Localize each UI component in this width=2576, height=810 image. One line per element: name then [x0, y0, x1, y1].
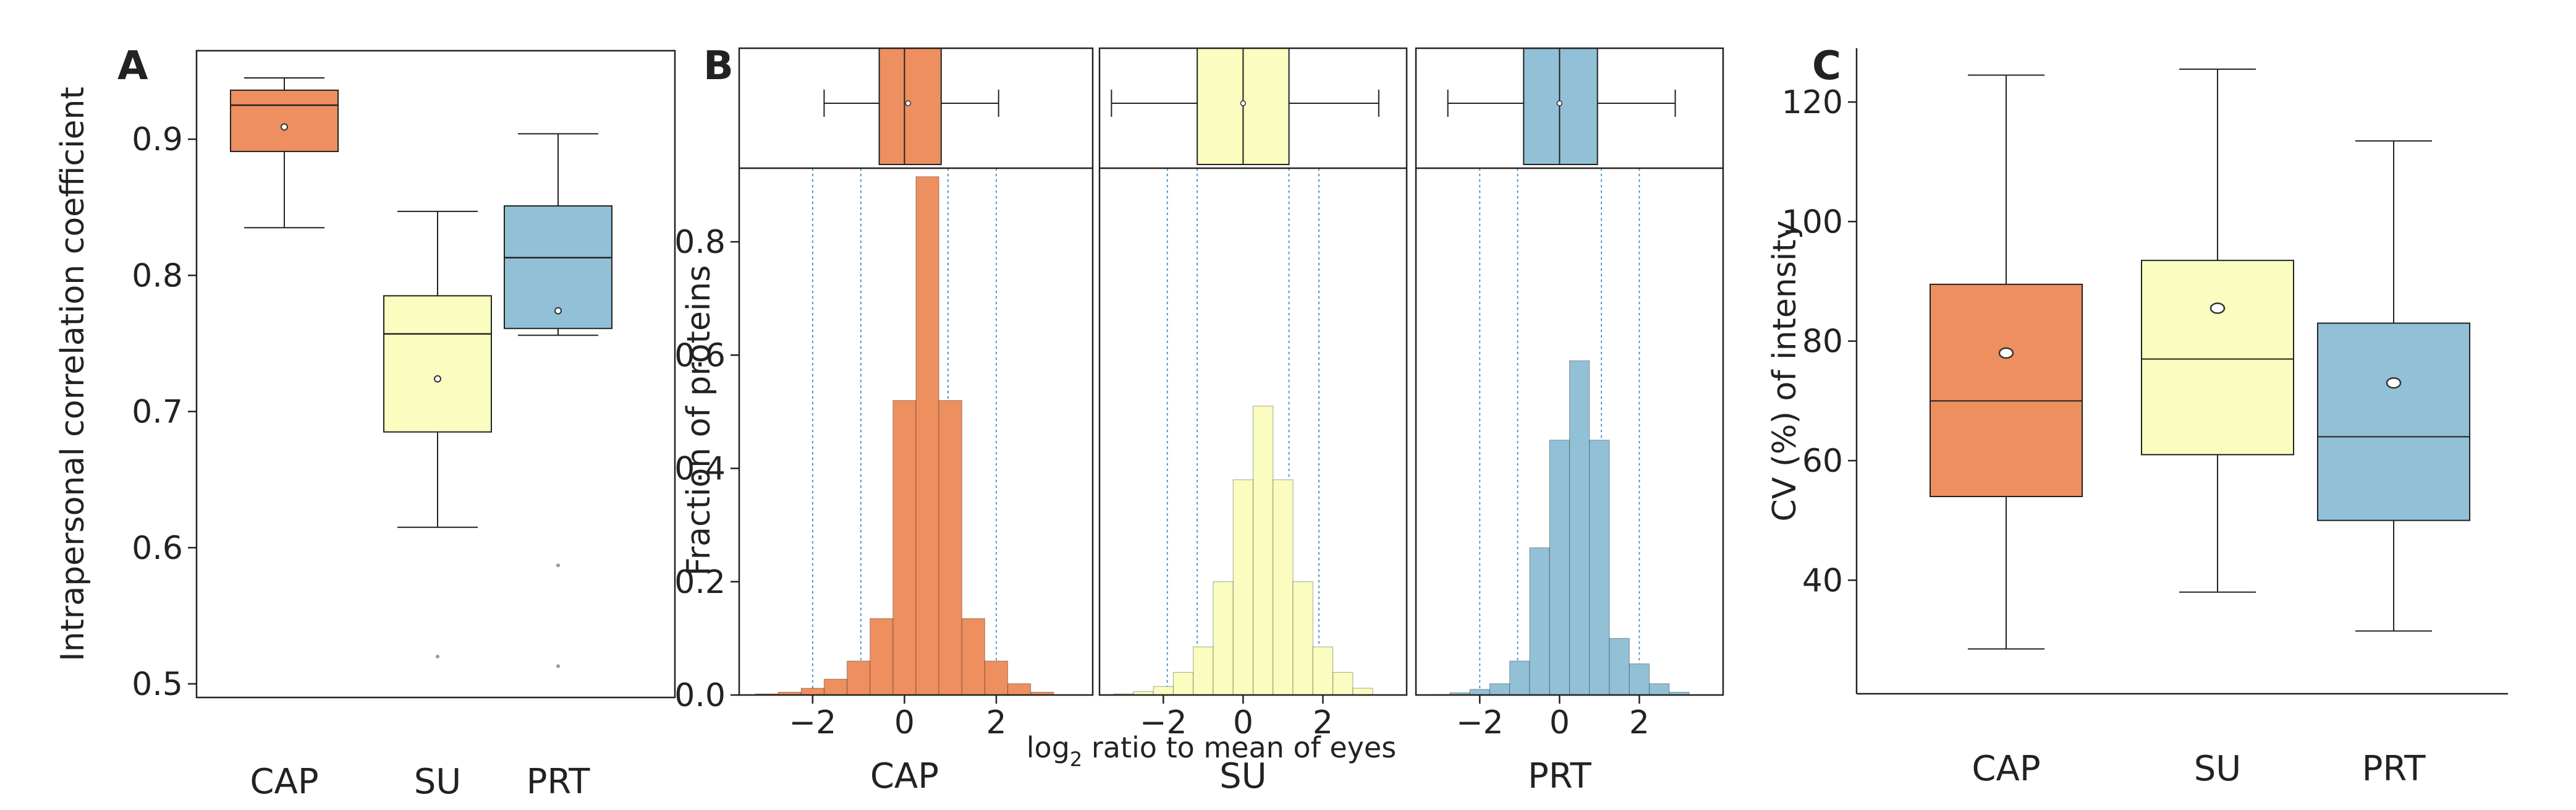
category-label: SU — [2194, 749, 2242, 789]
histogram-bar — [1292, 581, 1313, 696]
y-tick-label: 120 — [1782, 84, 1843, 121]
y-tick-label: 0.7 — [132, 394, 183, 431]
histogram-bar — [1153, 686, 1174, 696]
y-tick-label: 0.8 — [132, 257, 183, 294]
x-tick-label: 2 — [1313, 704, 1333, 741]
histogram-bar — [1509, 660, 1530, 696]
histogram-bar — [892, 400, 917, 696]
x-tick-label: 2 — [986, 704, 1006, 741]
y-tick-label: 0.0 — [674, 677, 726, 714]
histogram-bar — [1312, 646, 1334, 696]
outlier-point — [556, 563, 560, 568]
subplot-frame — [738, 47, 1094, 696]
category-label: SU — [414, 762, 462, 802]
panel-label-c: C — [1812, 43, 1841, 89]
box-su — [2141, 260, 2294, 456]
histogram-bar — [847, 660, 871, 696]
histogram-bar — [1629, 663, 1650, 696]
y-tick-label: 40 — [1802, 562, 1843, 599]
histogram-bar — [870, 618, 894, 696]
outlier-point — [556, 664, 560, 668]
x-tick-label: 0 — [1549, 704, 1570, 741]
histogram-bar — [1007, 683, 1032, 696]
y-tick-label: 0.8 — [674, 224, 726, 261]
panel-c: 40 60 80 100 120 CAP SU PRT — [1782, 48, 2508, 789]
histogram-bar — [984, 660, 1009, 696]
histogram-bar — [1529, 547, 1550, 696]
histogram-bar — [1193, 646, 1214, 696]
y-tick-label: 0.6 — [674, 337, 726, 374]
strip-box-cap — [878, 48, 942, 165]
histogram-bar — [961, 618, 985, 696]
histogram-bar — [1253, 406, 1274, 696]
histogram-bar — [1589, 440, 1610, 696]
strip-box-prt — [1523, 48, 1598, 165]
panel-b-xlabel: log2 ratio to mean of eyes — [1027, 731, 1396, 771]
panel-b: 0.0 0.2 0.4 0.6 0.8 −2 0 2 CAP −2 0 2 SU −2 0 2 PRT — [674, 47, 1724, 796]
panel-a: 0.5 0.6 0.7 0.8 0.9 CAP SU PRT — [132, 49, 676, 802]
x-tick-label: −2 — [789, 704, 837, 741]
x-tick-label: −2 — [1140, 704, 1187, 741]
histogram-bar — [1489, 683, 1510, 696]
histogram-bar — [1273, 479, 1294, 696]
outlier-point — [436, 654, 439, 659]
histogram-bar — [823, 678, 848, 696]
histogram-bar — [1172, 671, 1194, 696]
strip-mean — [1556, 100, 1563, 106]
subplot-frame — [1098, 47, 1408, 696]
y-tick-label: 0.4 — [674, 451, 726, 488]
strip-mean — [1240, 100, 1247, 106]
histogram-bar — [1469, 689, 1490, 696]
histogram-bar — [1569, 360, 1590, 696]
x-tick-label: 2 — [1629, 704, 1650, 741]
mean-marker — [1998, 347, 2014, 359]
box-prt — [504, 205, 612, 330]
y-tick-label: 80 — [1802, 323, 1843, 360]
histogram-bar — [800, 688, 824, 696]
category-label: PRT — [527, 762, 591, 802]
x-tick-label: 0 — [1233, 704, 1253, 741]
mean-marker — [281, 123, 288, 131]
panel-b-ylabel: Fraction of proteins — [680, 265, 718, 576]
y-tick-label: 0.6 — [132, 530, 183, 567]
panel-a-ylabel: Intrapersonal correlation coefficient — [54, 87, 91, 662]
mean-marker — [2386, 377, 2402, 389]
histogram-bar — [938, 400, 962, 696]
box-cap — [1930, 283, 2083, 497]
category-label: SU — [1219, 756, 1267, 796]
category-label: PRT — [1528, 756, 1592, 796]
histogram-bar — [1332, 671, 1354, 696]
y-tick-label: 0.2 — [674, 564, 726, 601]
category-label: PRT — [2362, 749, 2426, 789]
panel-c-ylabel: CV (%) of intensity — [1766, 220, 1803, 521]
histogram-bar — [1649, 683, 1670, 696]
mean-marker — [554, 307, 562, 315]
category-label: CAP — [870, 756, 939, 796]
y-tick-label: 60 — [1802, 443, 1843, 480]
category-label: CAP — [250, 762, 318, 802]
panel-label-a: A — [117, 43, 148, 89]
histogram-bar — [915, 176, 939, 696]
panel-label-b: B — [703, 43, 734, 89]
subplot-frame — [1415, 47, 1724, 696]
mean-marker — [2210, 302, 2226, 314]
y-tick-label: 0.9 — [132, 121, 183, 158]
histogram-bar — [1232, 479, 1254, 696]
histogram-bar — [1549, 440, 1570, 696]
strip-mean — [905, 100, 912, 106]
x-tick-label: −2 — [1456, 704, 1504, 741]
histogram-bar — [1352, 688, 1373, 696]
histogram-bar — [1609, 637, 1630, 696]
category-label: CAP — [1972, 749, 2040, 789]
panel-a-frame — [195, 49, 676, 699]
y-tick-label: 0.5 — [132, 666, 183, 703]
box-prt — [2317, 322, 2470, 521]
box-cap — [230, 89, 339, 152]
x-tick-label: 0 — [894, 704, 915, 741]
mean-marker — [434, 375, 441, 383]
y-tick-label: 100 — [1782, 203, 1843, 241]
box-su — [383, 295, 492, 433]
histogram-bar — [1213, 581, 1234, 696]
